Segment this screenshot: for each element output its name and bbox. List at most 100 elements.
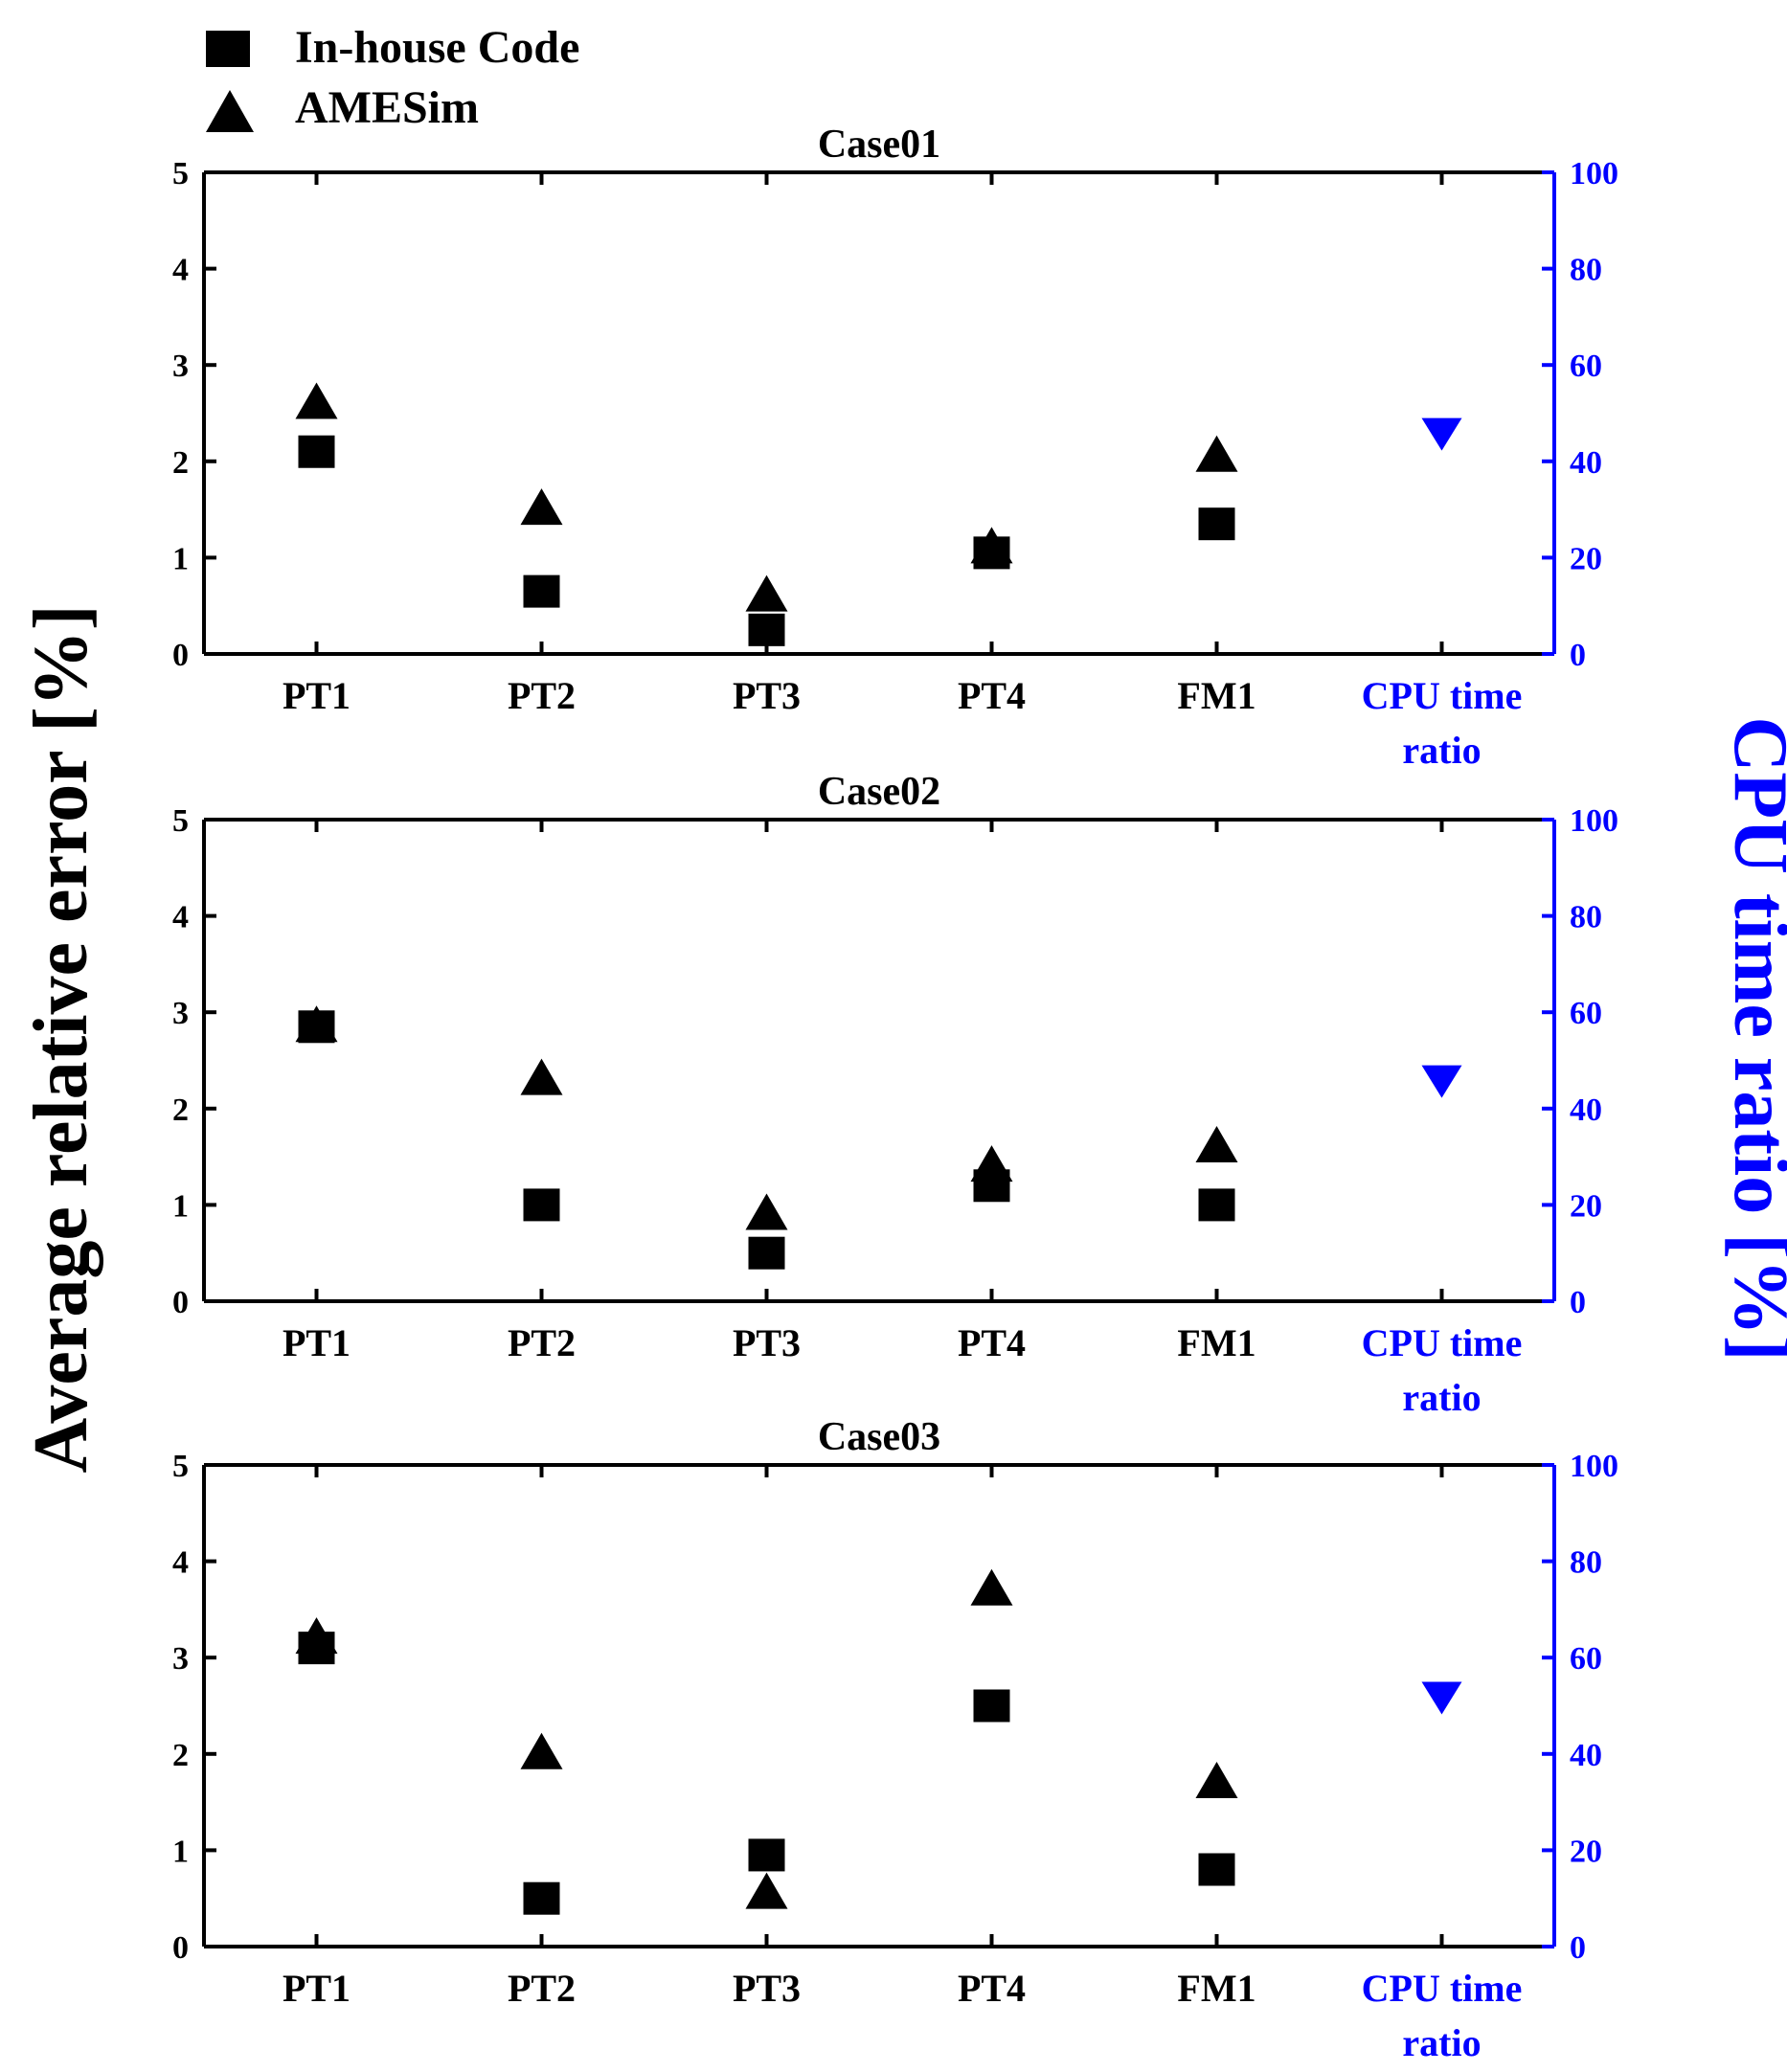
amesim-marker xyxy=(745,1872,788,1909)
x-tick-label: PT1 xyxy=(283,674,351,717)
x-tick-label: PT3 xyxy=(733,1321,801,1364)
x-tick-label: PT2 xyxy=(508,1321,576,1364)
amesim-marker xyxy=(520,1058,563,1095)
y-tick-label-left: 1 xyxy=(172,1188,189,1224)
x-tick-label: PT4 xyxy=(958,1321,1026,1364)
y-tick-label-left: 3 xyxy=(172,1641,189,1677)
y-tick-label-left: 5 xyxy=(172,156,189,191)
chart-panel-3: Case03 0 1 2 3 4 5 0 20 40 60 80 100 PT1 PT2 PT3 PT4 FM1 C… xyxy=(172,1415,1618,2064)
inhouse-marker xyxy=(523,1881,560,1915)
y-tick-label-left: 2 xyxy=(172,445,189,481)
y-tick-label-right: 0 xyxy=(1570,1285,1586,1320)
x-tick-label: PT1 xyxy=(283,1321,351,1364)
cpu-time-ratio-marker xyxy=(1421,1065,1462,1098)
amesim-marker xyxy=(1195,1126,1238,1163)
x-tick-label-cpu: ratio xyxy=(1402,729,1481,772)
legend-label-inhouse: In-house Code xyxy=(295,22,579,73)
y-tick-label-right: 0 xyxy=(1570,1930,1586,1966)
cpu-time-ratio-marker xyxy=(1421,1681,1462,1715)
y-axis-right-label: CPU time ratio [%] xyxy=(1718,716,1787,1361)
x-tick-label: PT3 xyxy=(733,674,801,717)
inhouse-marker xyxy=(523,1188,560,1222)
y-tick-label-left: 5 xyxy=(172,803,189,839)
amesim-marker xyxy=(745,1193,788,1230)
y-tick-label-right: 40 xyxy=(1570,1738,1602,1773)
y-tick-label-right: 40 xyxy=(1570,445,1602,481)
x-tick-label: FM1 xyxy=(1177,1321,1255,1364)
x-tick-label: PT2 xyxy=(508,674,576,717)
chart-panel-2: Case02 0 1 2 3 4 5 0 20 40 60 80 100 PT1 PT2 PT3 PT4 FM1 C… xyxy=(172,770,1618,1419)
y-tick-label-left: 0 xyxy=(172,638,189,673)
y-tick-label-left: 4 xyxy=(172,900,189,935)
legend-item-inhouse: In-house Code xyxy=(206,22,579,73)
amesim-marker xyxy=(970,1568,1013,1606)
x-tick-label: PT1 xyxy=(283,1967,351,2010)
amesim-marker xyxy=(745,574,788,612)
y-tick-label-right: 80 xyxy=(1570,253,1602,288)
y-tick-label-right: 80 xyxy=(1570,900,1602,935)
y-tick-label-left: 4 xyxy=(172,253,189,288)
y-tick-label-left: 3 xyxy=(172,349,189,384)
y-tick-label-left: 1 xyxy=(172,1834,189,1869)
inhouse-marker xyxy=(1198,1853,1235,1886)
chart-panel-1: Case01 0 1 2 3 4 5 0 20 40 60 80 100 PT1 PT2 PT3 PT4 FM1 C… xyxy=(172,123,1618,772)
cpu-time-ratio-marker xyxy=(1421,417,1462,451)
y-tick-label-right: 100 xyxy=(1570,156,1618,191)
inhouse-marker xyxy=(298,435,335,468)
amesim-marker xyxy=(1195,1761,1238,1798)
y-tick-label-right: 40 xyxy=(1570,1092,1602,1128)
x-tick-label: PT3 xyxy=(733,1967,801,2010)
x-tick-label: FM1 xyxy=(1177,674,1255,717)
y-tick-label-right: 60 xyxy=(1570,349,1602,384)
y-tick-label-right: 20 xyxy=(1570,1834,1602,1869)
inhouse-marker xyxy=(748,1236,785,1270)
chart-title: Case02 xyxy=(818,770,940,814)
legend-item-amesim: AMESim xyxy=(206,82,479,133)
legend-triangle-marker xyxy=(206,90,254,132)
y-tick-label-left: 5 xyxy=(172,1449,189,1484)
x-tick-label-cpu: ratio xyxy=(1402,2021,1481,2064)
y-tick-label-right: 80 xyxy=(1570,1545,1602,1581)
inhouse-marker xyxy=(1198,1188,1235,1222)
inhouse-marker xyxy=(523,574,560,608)
inhouse-marker xyxy=(973,1689,1010,1723)
y-tick-label-left: 3 xyxy=(172,996,189,1031)
y-tick-label-left: 2 xyxy=(172,1092,189,1128)
x-tick-label-cpu: ratio xyxy=(1402,1376,1481,1419)
inhouse-marker xyxy=(298,1632,335,1665)
y-tick-label-left: 1 xyxy=(172,541,189,576)
x-tick-label-cpu: CPU time xyxy=(1362,1321,1523,1364)
y-tick-label-right: 20 xyxy=(1570,541,1602,576)
x-tick-label: PT4 xyxy=(958,1967,1026,2010)
amesim-marker xyxy=(295,382,338,419)
x-tick-label-cpu: CPU time xyxy=(1362,1967,1523,2010)
y-tick-label-right: 20 xyxy=(1570,1188,1602,1224)
chart-title: Case01 xyxy=(818,123,940,167)
inhouse-marker xyxy=(973,1169,1010,1203)
legend-square-marker xyxy=(206,31,250,67)
x-tick-label: PT2 xyxy=(508,1967,576,2010)
inhouse-marker xyxy=(973,536,1010,570)
y-tick-label-right: 60 xyxy=(1570,996,1602,1031)
x-tick-label: FM1 xyxy=(1177,1967,1255,2010)
amesim-marker xyxy=(520,488,563,526)
y-tick-label-right: 100 xyxy=(1570,803,1618,839)
inhouse-marker xyxy=(298,1010,335,1044)
inhouse-marker xyxy=(1198,507,1235,541)
chart-title: Case03 xyxy=(818,1415,940,1459)
inhouse-marker xyxy=(748,1838,785,1872)
inhouse-marker xyxy=(748,613,785,646)
legend: In-house Code AMESim xyxy=(206,22,579,133)
y-axis-left-label: Average relative error [%] xyxy=(19,605,103,1474)
x-tick-label-cpu: CPU time xyxy=(1362,674,1523,717)
amesim-marker xyxy=(1195,435,1238,472)
y-tick-label-right: 0 xyxy=(1570,638,1586,673)
y-tick-label-right: 100 xyxy=(1570,1449,1618,1484)
y-tick-label-left: 0 xyxy=(172,1930,189,1966)
legend-label-amesim: AMESim xyxy=(295,82,479,133)
y-tick-label-left: 2 xyxy=(172,1738,189,1773)
amesim-marker xyxy=(520,1732,563,1769)
y-tick-label-left: 4 xyxy=(172,1545,189,1581)
